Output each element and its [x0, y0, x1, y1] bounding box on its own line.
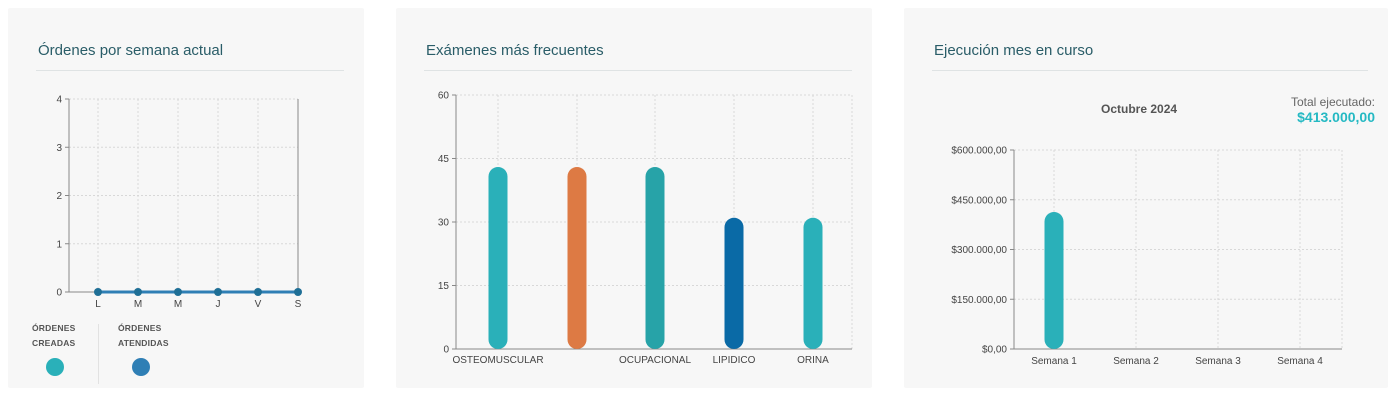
- exams-card-title: Exámenes más frecuentes: [426, 42, 604, 59]
- y-tick-label: 0: [56, 288, 62, 299]
- blue-dot-icon: [132, 358, 150, 376]
- y-tick-label: $300.000,00: [951, 245, 1007, 256]
- legend-attended-line1: ÓRDENES: [118, 323, 162, 333]
- legend-separator: [98, 324, 99, 384]
- x-tick-label: S: [295, 299, 302, 310]
- orders-line-chart: 0 1 2 3 4 L M M J V S: [56, 95, 302, 310]
- execution-card-divider: [932, 70, 1368, 71]
- exams-bar-chart: 0 15 30 45 60 OSTEOMUSCULAR OCUPACIONAL LIPIDIC…: [438, 91, 853, 366]
- data-point: [134, 288, 142, 296]
- data-point: [174, 288, 182, 296]
- x-tick-label: LIPIDICO: [713, 355, 756, 366]
- execution-bar-chart: $0,00 $150.000,00 $300.000,00 $450.000,00 $6…: [951, 146, 1343, 367]
- x-tick-label: OSTEOMUSCULAR: [452, 355, 543, 366]
- y-tick-label: 0: [443, 345, 449, 356]
- legend-created-line1: ÓRDENES: [32, 323, 76, 333]
- y-tick-label: 15: [438, 281, 450, 292]
- y-tick-label: $150.000,00: [951, 295, 1007, 306]
- y-tick-label: $450.000,00: [951, 195, 1007, 206]
- data-point: [294, 288, 302, 296]
- y-tick-label: $0,00: [982, 345, 1007, 356]
- bar: [567, 166, 587, 349]
- data-point: [94, 288, 102, 296]
- orders-card-title: Órdenes por semana actual: [38, 42, 224, 59]
- legend-created-label: ÓRDENES CREADAS: [32, 321, 75, 351]
- y-tick-label: 45: [438, 154, 450, 165]
- y-tick-label: $600.000,00: [951, 146, 1007, 157]
- orders-card-divider: [36, 70, 344, 71]
- x-tick-label: J: [216, 299, 221, 310]
- x-tick-label: Semana 1: [1031, 356, 1077, 367]
- total-value: $413.000,00: [1297, 109, 1375, 125]
- y-tick-label: 30: [438, 218, 450, 229]
- data-point: [254, 288, 262, 296]
- x-tick-label: Semana 2: [1113, 356, 1159, 367]
- x-tick-label: OCUPACIONAL: [619, 355, 691, 366]
- execution-card-title: Ejecución mes en curso: [934, 42, 1094, 59]
- x-tick-label: V: [255, 299, 262, 310]
- bar: [803, 217, 823, 349]
- execution-card: Ejecución mes en curso Octubre 2024 Tota…: [904, 8, 1388, 388]
- total-label: Total ejecutado:: [1290, 95, 1375, 109]
- bar: [488, 166, 508, 349]
- x-tick-label: L: [95, 299, 101, 310]
- data-point: [214, 288, 222, 296]
- x-tick-label: ORINA: [797, 355, 829, 366]
- bar: [724, 217, 744, 349]
- x-tick-label: M: [174, 299, 182, 310]
- bar: [645, 166, 665, 349]
- teal-dot-icon: [46, 358, 64, 376]
- y-tick-label: 4: [56, 95, 62, 106]
- exams-card-divider: [424, 70, 852, 71]
- month-label: Octubre 2024: [1101, 102, 1178, 116]
- orders-card: Órdenes por semana actual 0 1 2 3 4 L M M J V S ÓR…: [8, 8, 364, 388]
- x-tick-label: M: [134, 299, 142, 310]
- y-tick-label: 60: [438, 91, 450, 102]
- y-tick-label: 1: [56, 239, 62, 250]
- x-tick-label: Semana 4: [1277, 356, 1323, 367]
- exams-card: Exámenes más frecuentes 0 15 30 45 60 OSTEOMU…: [396, 8, 872, 388]
- legend-attended-label: ÓRDENES ATENDIDAS: [118, 321, 169, 351]
- y-tick-label: 2: [56, 191, 62, 202]
- x-tick-label: Semana 3: [1195, 356, 1241, 367]
- legend-attended-line2: ATENDIDAS: [118, 338, 169, 348]
- y-tick-label: 3: [56, 143, 62, 154]
- legend-created-line2: CREADAS: [32, 338, 76, 348]
- bar: [1044, 212, 1064, 349]
